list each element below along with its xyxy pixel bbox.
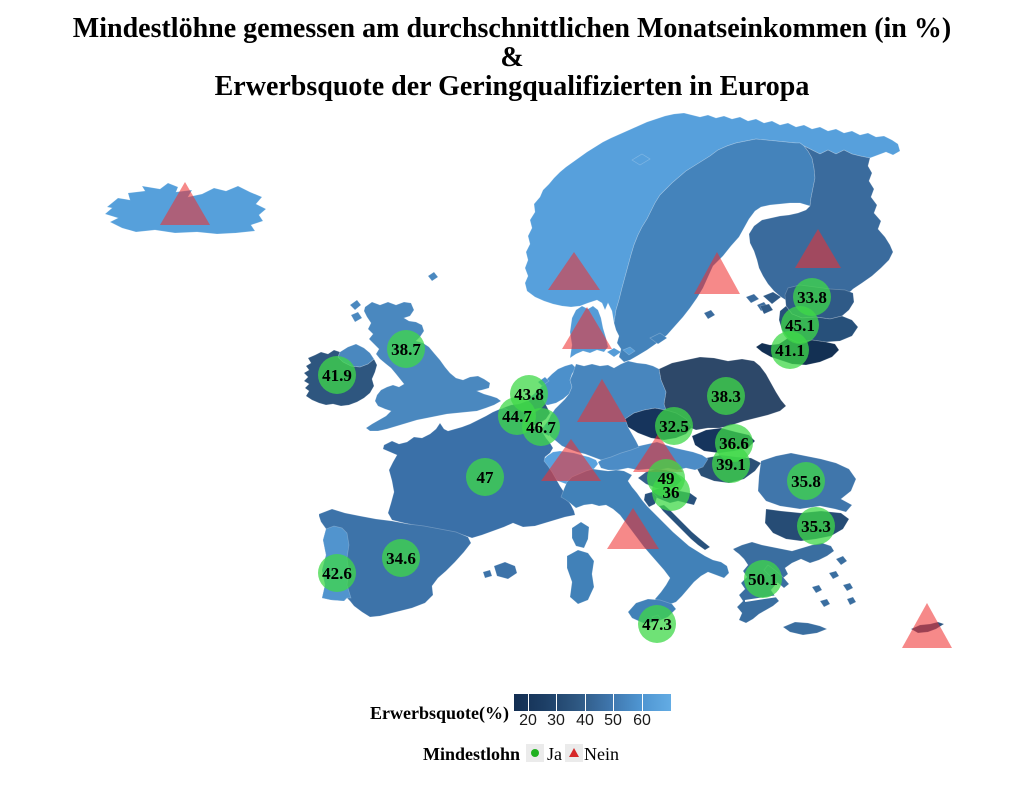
svg-text:45.1: 45.1 xyxy=(785,316,815,335)
svg-text:50.1: 50.1 xyxy=(748,570,778,589)
svg-text:41.1: 41.1 xyxy=(775,341,805,360)
svg-text:35.8: 35.8 xyxy=(791,472,821,491)
svg-text:47.3: 47.3 xyxy=(642,615,672,634)
svg-text:42.6: 42.6 xyxy=(322,564,352,583)
svg-text:46.7: 46.7 xyxy=(526,418,556,437)
svg-text:41.9: 41.9 xyxy=(322,366,352,385)
svg-text:39.1: 39.1 xyxy=(716,455,746,474)
svg-text:35.3: 35.3 xyxy=(801,517,831,536)
svg-text:36: 36 xyxy=(663,483,680,502)
svg-text:49: 49 xyxy=(658,469,675,488)
svg-text:38.3: 38.3 xyxy=(711,387,741,406)
svg-text:36.6: 36.6 xyxy=(719,434,749,453)
svg-text:34.6: 34.6 xyxy=(386,549,416,568)
svg-text:43.8: 43.8 xyxy=(514,385,544,404)
svg-text:33.8: 33.8 xyxy=(797,288,827,307)
svg-text:38.7: 38.7 xyxy=(391,340,421,359)
svg-text:47: 47 xyxy=(477,468,495,487)
svg-text:32.5: 32.5 xyxy=(659,417,689,436)
svg-text:44.7: 44.7 xyxy=(502,407,532,426)
